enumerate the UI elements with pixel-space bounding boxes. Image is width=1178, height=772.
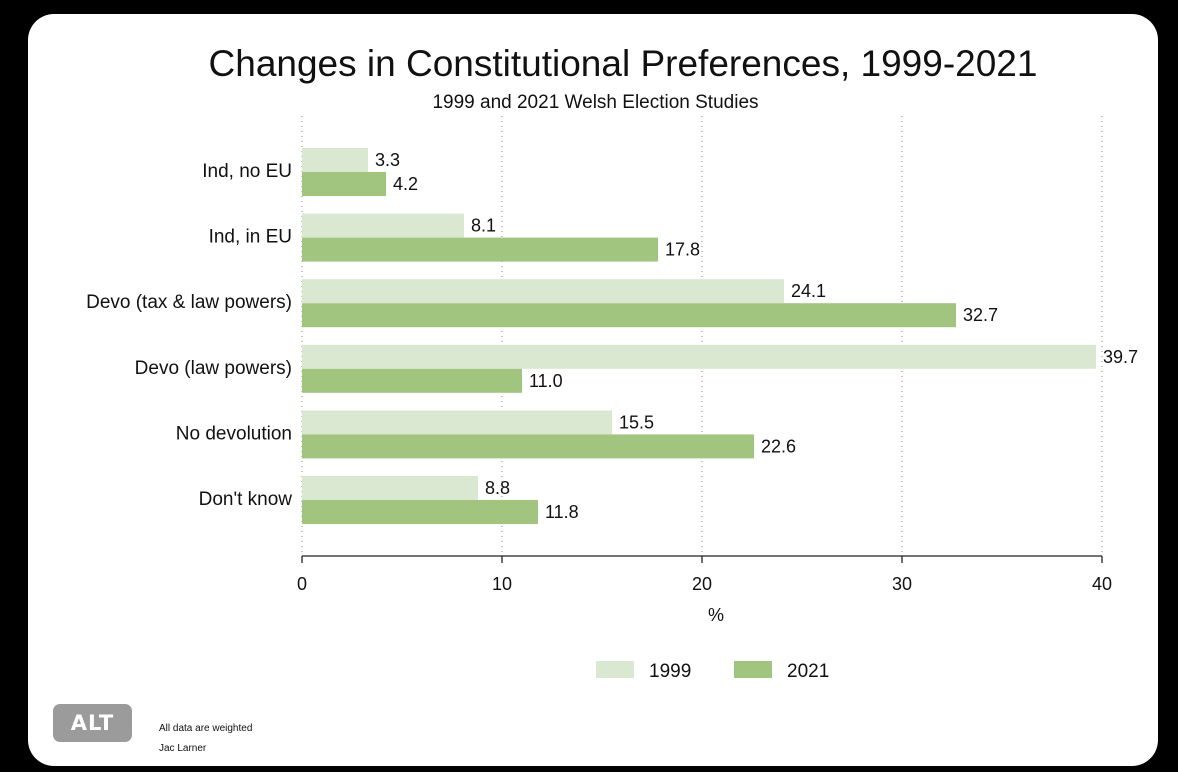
data-label: 24.1 xyxy=(791,281,826,301)
x-axis-label: % xyxy=(708,605,724,625)
data-label: 11.0 xyxy=(529,371,563,391)
bar-1999 xyxy=(302,213,464,238)
chart-card: Changes in Constitutional Preferences, 1… xyxy=(28,14,1158,766)
bar-2021 xyxy=(302,434,754,459)
data-label: 11.8 xyxy=(545,502,579,522)
category-label: Ind, no EU xyxy=(202,161,292,182)
x-tick-label: 30 xyxy=(892,574,912,594)
bar-1999 xyxy=(302,279,784,304)
bar-1999 xyxy=(302,344,1096,369)
x-tick-label: 40 xyxy=(1092,574,1112,594)
legend-label: 1999 xyxy=(649,661,691,682)
bar-1999 xyxy=(302,476,478,500)
data-label: 32.7 xyxy=(963,305,998,325)
bar-1999 xyxy=(302,410,612,435)
chart-subtitle: 1999 and 2021 Welsh Election Studies xyxy=(432,92,759,113)
x-tick-label: 20 xyxy=(692,574,712,594)
data-label: 8.8 xyxy=(485,478,510,498)
chart-title: Changes in Constitutional Preferences, 1… xyxy=(208,43,1038,84)
bar-chart: Ind, no EU 3.3 4.2 Ind, in EU 8.1 17.8 Devo (t… xyxy=(86,116,1138,682)
category-label: Don't know xyxy=(199,489,293,510)
legend-swatch-2021 xyxy=(734,661,772,678)
x-tick-label: 0 xyxy=(297,574,307,594)
data-label: 8.1 xyxy=(471,216,496,236)
bar-2021 xyxy=(302,303,956,328)
bar-2021 xyxy=(302,172,386,196)
bar-1999 xyxy=(302,148,368,172)
category-label: Devo (law powers) xyxy=(135,358,292,379)
bar-2021 xyxy=(302,237,658,262)
alt-text-button[interactable]: ALT xyxy=(53,704,132,742)
category-label: No devolution xyxy=(176,423,292,444)
data-label: 22.6 xyxy=(761,436,796,456)
author-note: Jac Larner xyxy=(159,743,207,754)
data-label: 17.8 xyxy=(665,240,700,260)
data-label: 39.7 xyxy=(1103,347,1138,367)
data-label: 15.5 xyxy=(619,412,654,432)
category-label: Ind, in EU xyxy=(209,227,292,248)
bar-2021 xyxy=(302,500,538,524)
legend-label: 2021 xyxy=(787,661,829,682)
bar-2021 xyxy=(302,368,522,393)
x-tick-label: 10 xyxy=(492,574,512,594)
category-label: Devo (tax & law powers) xyxy=(86,292,292,313)
data-label: 4.2 xyxy=(393,174,418,194)
legend-swatch-1999 xyxy=(596,661,634,678)
weighting-note: All data are weighted xyxy=(159,723,253,734)
data-label: 3.3 xyxy=(375,150,400,170)
